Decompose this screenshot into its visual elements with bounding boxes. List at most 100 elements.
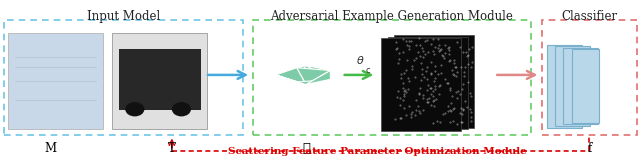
Point <box>445 109 455 112</box>
Point <box>426 72 436 75</box>
Point <box>394 52 404 54</box>
Point <box>447 69 458 72</box>
Point <box>435 84 445 86</box>
Text: Classifier: Classifier <box>561 10 618 23</box>
Polygon shape <box>276 68 330 82</box>
Point <box>402 44 412 47</box>
Point <box>457 88 467 90</box>
Text: T: T <box>168 142 176 155</box>
Point <box>449 107 460 109</box>
Bar <box>542 20 637 135</box>
Point <box>416 62 426 64</box>
Point <box>410 75 420 78</box>
Bar <box>253 20 531 135</box>
Point <box>417 73 428 75</box>
Point <box>401 114 412 116</box>
Point <box>448 108 458 110</box>
Point <box>393 90 403 93</box>
Point <box>398 99 408 101</box>
Point <box>435 121 445 123</box>
Point <box>456 65 467 68</box>
Point <box>443 110 453 112</box>
Point <box>447 95 457 98</box>
Point <box>443 81 453 84</box>
Point <box>396 73 406 75</box>
Point <box>467 46 477 49</box>
Point <box>406 112 416 115</box>
Polygon shape <box>276 75 306 85</box>
Point <box>428 100 438 102</box>
Point <box>395 116 405 119</box>
Point <box>426 87 436 90</box>
Point <box>404 80 414 82</box>
Point <box>428 95 438 97</box>
Point <box>430 85 440 87</box>
Point <box>420 70 431 72</box>
Text: f: f <box>588 142 591 155</box>
Point <box>464 47 474 50</box>
Point <box>411 44 421 47</box>
Point <box>426 93 436 96</box>
Bar <box>388 37 467 129</box>
Bar <box>4 20 243 135</box>
Point <box>418 109 428 112</box>
Polygon shape <box>306 65 330 79</box>
Point <box>390 48 401 51</box>
Point <box>414 110 424 112</box>
Point <box>403 44 413 47</box>
Polygon shape <box>276 65 306 75</box>
Point <box>415 112 425 114</box>
Point <box>466 119 476 122</box>
Point <box>423 84 433 86</box>
Point <box>429 99 439 101</box>
Point <box>440 52 450 54</box>
Text: c: c <box>365 66 370 75</box>
Point <box>417 67 428 70</box>
Point <box>456 107 467 110</box>
Point <box>429 87 440 90</box>
Point <box>399 90 409 93</box>
Point <box>462 55 472 58</box>
Point <box>440 44 450 47</box>
Point <box>428 38 438 40</box>
Point <box>395 104 405 106</box>
Point <box>398 38 408 41</box>
Point <box>406 116 416 119</box>
Polygon shape <box>306 71 330 85</box>
Point <box>422 77 432 80</box>
Point <box>407 68 417 70</box>
Point <box>392 62 403 64</box>
Bar <box>113 33 207 129</box>
Text: θ: θ <box>357 56 364 66</box>
Point <box>442 81 452 84</box>
Point <box>432 120 442 123</box>
Point <box>451 71 461 74</box>
Point <box>451 66 461 68</box>
Point <box>428 104 438 107</box>
Point <box>446 110 456 113</box>
Point <box>458 71 468 74</box>
Point <box>428 90 438 93</box>
Ellipse shape <box>125 102 145 116</box>
Point <box>460 100 470 102</box>
Point <box>429 65 440 67</box>
Point <box>436 64 446 66</box>
Polygon shape <box>276 65 306 82</box>
Point <box>415 44 425 47</box>
Point <box>435 49 445 52</box>
Point <box>438 54 448 57</box>
Point <box>406 40 417 42</box>
Polygon shape <box>296 65 330 82</box>
Text: Adversarial Example Generation Module: Adversarial Example Generation Module <box>270 10 513 23</box>
Point <box>404 104 415 107</box>
Point <box>433 38 443 41</box>
Point <box>404 48 414 51</box>
Bar <box>8 33 103 129</box>
Point <box>436 48 446 51</box>
Point <box>422 39 432 42</box>
Point <box>422 97 432 100</box>
Point <box>433 85 444 88</box>
Point <box>426 104 436 107</box>
Point <box>422 88 432 91</box>
Point <box>448 73 458 76</box>
